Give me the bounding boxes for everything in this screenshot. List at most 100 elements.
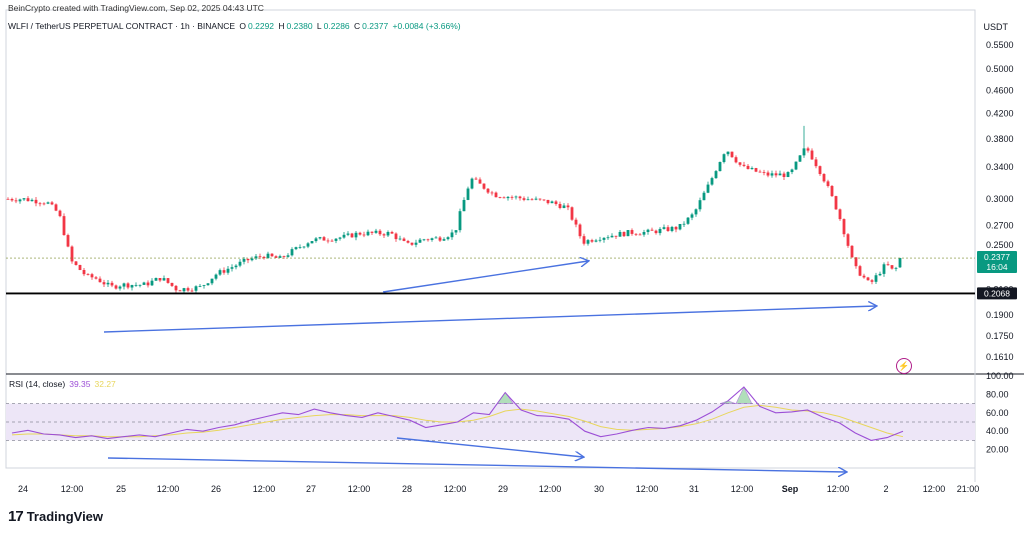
candle-body — [250, 258, 254, 261]
time-tick-label: 28 — [402, 484, 412, 494]
candle-body — [506, 196, 510, 199]
candle-body — [878, 273, 882, 276]
candle-body — [606, 237, 610, 239]
candle-body — [526, 199, 530, 201]
candle-body — [570, 207, 574, 220]
candle-body — [762, 172, 766, 173]
price-tick-label: 0.4200 — [986, 108, 1014, 118]
candle-body — [722, 154, 726, 163]
low-label: L — [316, 21, 322, 31]
tradingview-logo-text: TradingView — [26, 509, 104, 524]
candle-body — [30, 199, 34, 202]
candle-body — [622, 231, 626, 237]
candle-body — [766, 172, 770, 176]
candle-body — [374, 230, 378, 233]
support-price-tag — [977, 287, 1017, 300]
time-tick-label: 21:00 — [957, 484, 980, 494]
candle-body — [674, 226, 678, 230]
candle-body — [70, 246, 74, 262]
price-tick-label: 0.3000 — [986, 194, 1014, 204]
candle-body — [818, 166, 822, 175]
candle-body — [546, 199, 550, 204]
candle-body — [402, 238, 406, 241]
price-tick-label: 0.2700 — [986, 221, 1014, 231]
candle-body — [558, 204, 562, 209]
candle-body — [182, 288, 186, 292]
candle-body — [362, 234, 366, 236]
candle-body — [10, 198, 14, 201]
candle-body — [322, 237, 326, 241]
time-tick-label: 12:00 — [636, 484, 659, 494]
price-tick-label: 0.5000 — [986, 64, 1014, 74]
tradingview-logo: 17 TradingView — [8, 508, 103, 525]
candle-body — [26, 198, 30, 202]
rsi-arrow-lower-high — [396, 437, 583, 457]
time-tick-label: 30 — [594, 484, 604, 494]
candle-body — [446, 237, 450, 240]
candle-body — [390, 231, 394, 234]
candle-body — [754, 168, 758, 172]
candle-body — [858, 266, 862, 276]
candle-body — [470, 178, 474, 189]
candle-body — [702, 192, 706, 201]
candle-body — [302, 246, 306, 248]
lightning-icon[interactable]: ⚡ — [896, 358, 912, 374]
candle-body — [34, 199, 38, 204]
candle-body — [810, 150, 814, 160]
candle-body — [246, 258, 250, 261]
candle-body — [46, 202, 50, 204]
low-value: 0.2286 — [323, 21, 350, 31]
candle-body — [130, 285, 134, 288]
current-price-tag — [977, 251, 1017, 274]
candle-body — [210, 278, 214, 284]
time-tick-label: 12:00 — [444, 484, 467, 494]
candle-body — [714, 171, 718, 179]
candle-body — [634, 233, 638, 235]
rsi-name: RSI (14, close) — [9, 379, 66, 389]
candle-body — [462, 199, 466, 212]
candle-body — [226, 268, 230, 273]
candle-body — [822, 174, 826, 182]
candle-body — [830, 186, 834, 197]
candle-body — [738, 162, 742, 165]
candle-body — [290, 249, 294, 256]
candle-body — [626, 230, 630, 237]
candle-body — [870, 280, 874, 282]
candle-body — [334, 238, 338, 241]
candle-body — [178, 290, 182, 292]
candle-body — [882, 264, 886, 274]
candle-body — [554, 201, 558, 205]
candle-body — [254, 256, 258, 259]
candle-body — [450, 232, 454, 238]
rsi-overbought-fill — [496, 392, 514, 404]
candle-body — [814, 159, 818, 167]
candle-body — [886, 264, 890, 266]
candle-body — [494, 192, 498, 198]
candle-body — [354, 232, 358, 238]
candle-body — [562, 205, 566, 209]
candle-body — [890, 265, 894, 269]
time-tick-label: 26 — [211, 484, 221, 494]
candle-body — [650, 229, 654, 231]
candle-body — [102, 282, 106, 285]
candle-body — [598, 239, 602, 241]
candle-body — [230, 267, 234, 269]
time-tick-label: 12:00 — [923, 484, 946, 494]
candle-body — [786, 172, 790, 178]
candle-body — [358, 232, 362, 235]
candle-body — [646, 229, 650, 233]
candle-body — [86, 274, 90, 275]
candle-body — [742, 164, 746, 166]
candle-body — [206, 283, 210, 286]
candle-body — [550, 201, 554, 204]
candle-body — [38, 203, 42, 205]
candle-body — [602, 237, 606, 240]
candle-body — [266, 253, 270, 259]
candle-body — [654, 230, 658, 234]
candle-body — [638, 234, 642, 236]
candle-body — [802, 148, 806, 156]
candle-body — [126, 283, 130, 288]
candle-body — [234, 265, 238, 268]
candle-body — [330, 240, 334, 242]
